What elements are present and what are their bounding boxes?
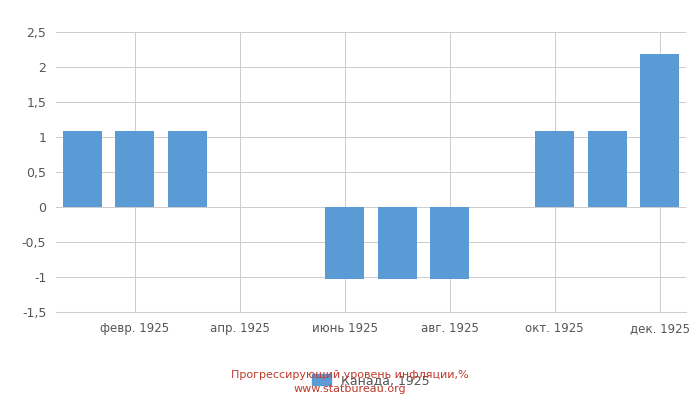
Text: www.statbureau.org: www.statbureau.org bbox=[294, 384, 406, 394]
Text: Прогрессирующий уровень инфляции,%: Прогрессирующий уровень инфляции,% bbox=[231, 370, 469, 380]
Legend: Канада, 1925: Канада, 1925 bbox=[307, 369, 435, 392]
Bar bbox=[430, 207, 470, 279]
Bar bbox=[377, 207, 417, 279]
Bar bbox=[62, 131, 102, 207]
Bar bbox=[587, 131, 627, 207]
Bar bbox=[115, 131, 155, 207]
Bar bbox=[640, 54, 680, 207]
Bar bbox=[325, 207, 365, 279]
Bar bbox=[167, 131, 207, 207]
Bar bbox=[535, 131, 575, 207]
